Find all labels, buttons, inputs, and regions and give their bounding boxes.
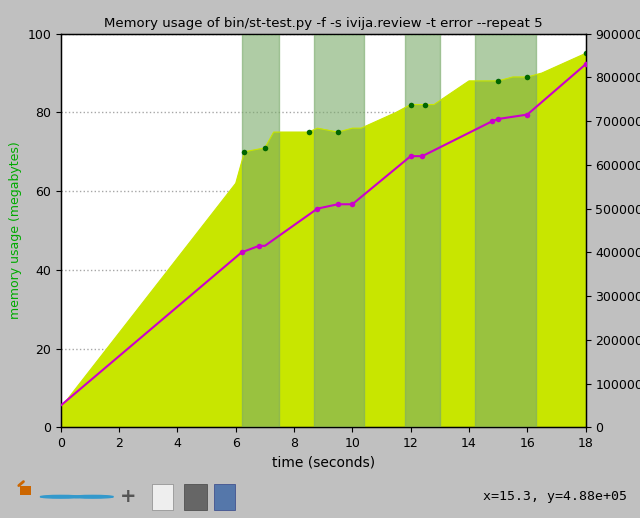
Y-axis label: memory usage (megabytes): memory usage (megabytes) xyxy=(9,141,22,320)
Text: x=15.3, y=4.88e+05: x=15.3, y=4.88e+05 xyxy=(483,490,627,503)
Text: +: + xyxy=(120,487,136,506)
Polygon shape xyxy=(20,486,31,495)
Circle shape xyxy=(40,495,81,498)
FancyBboxPatch shape xyxy=(184,484,207,510)
X-axis label: time (seconds): time (seconds) xyxy=(271,456,375,470)
FancyBboxPatch shape xyxy=(152,484,173,510)
FancyBboxPatch shape xyxy=(214,484,235,510)
Bar xyxy=(475,34,536,427)
Bar xyxy=(405,34,440,427)
Bar xyxy=(314,34,364,427)
Bar xyxy=(241,34,280,427)
Circle shape xyxy=(72,495,113,498)
Title: Memory usage of bin/st-test.py -f -s ivija.review -t error --repeat 5: Memory usage of bin/st-test.py -f -s ivi… xyxy=(104,17,543,30)
